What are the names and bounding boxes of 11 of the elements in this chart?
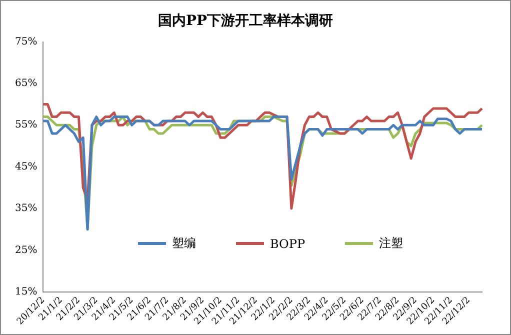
y-tick-label: 65% [14,78,38,90]
y-tick-label: 75% [14,36,38,48]
y-tick-label: 35% [14,203,38,214]
legend-label: 注塑 [379,235,404,252]
y-tick-label: 15% [14,286,38,298]
legend-label: BOPP [270,236,306,250]
y-tick-label: 25% [14,244,38,256]
legend-label: 塑编 [172,235,196,252]
y-tick-label: 55% [14,120,38,131]
y-tick-label: 45% [14,161,38,172]
chart-title: 国内PP下游开工率样本调研 [158,12,334,30]
